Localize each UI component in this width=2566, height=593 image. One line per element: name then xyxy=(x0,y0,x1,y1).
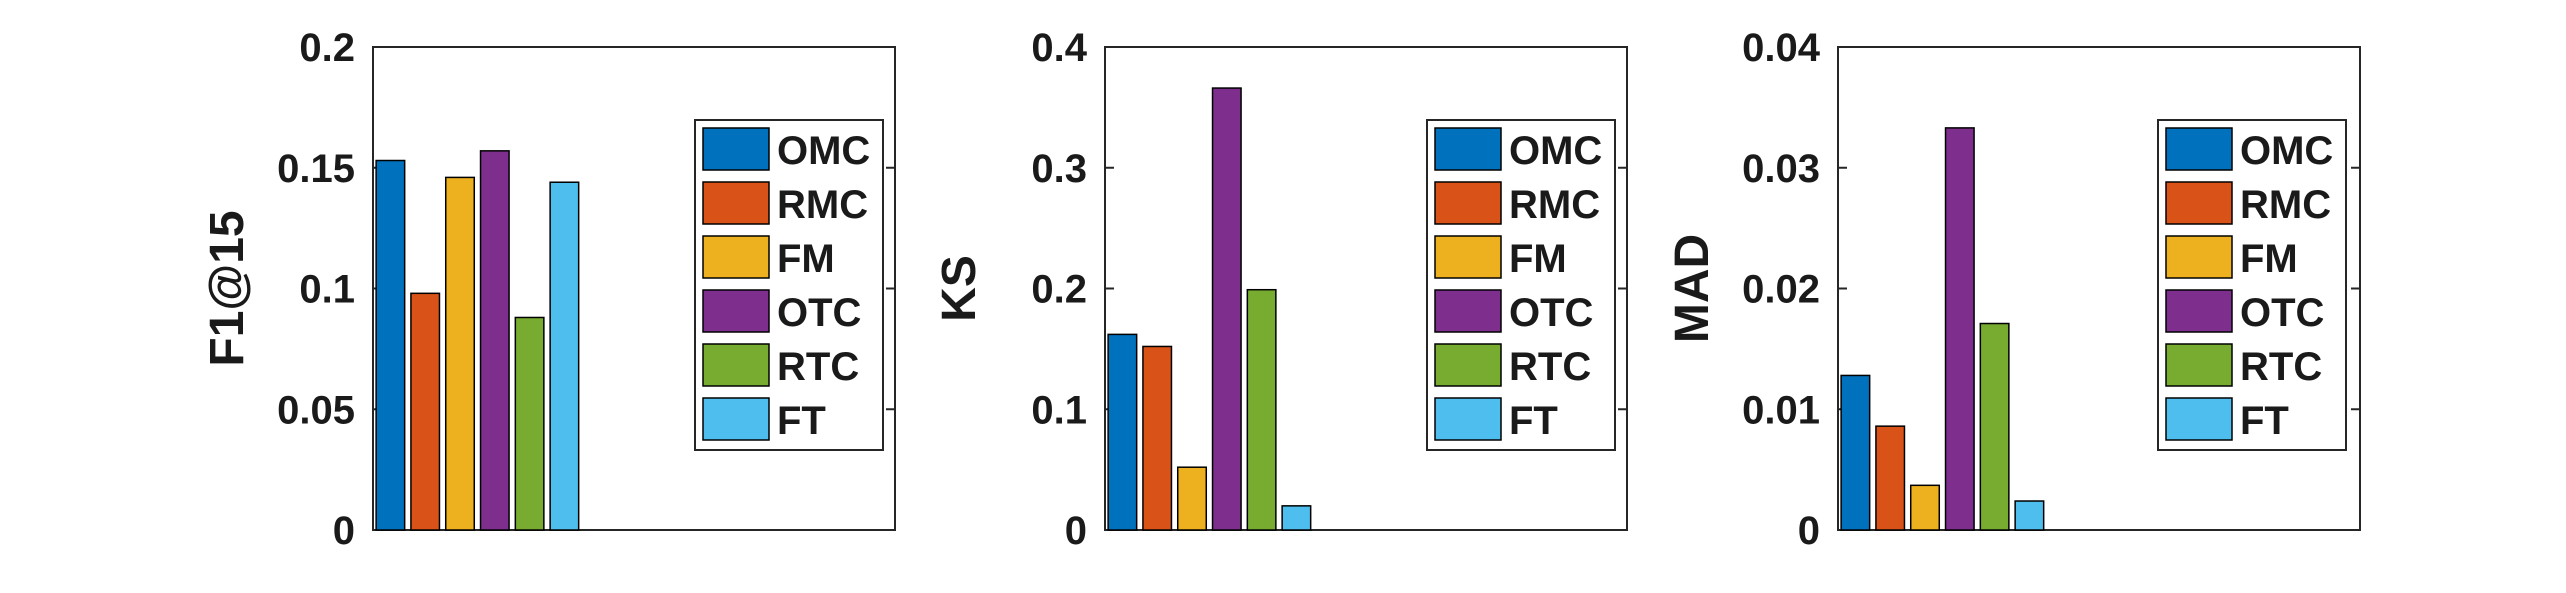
bar-omc xyxy=(1840,374,1871,531)
legend-swatch xyxy=(702,397,770,441)
bar-otc xyxy=(1944,127,1975,531)
legend: OMC RMC FM OTC RTC FT xyxy=(694,119,884,451)
legend-label: FM xyxy=(777,237,835,281)
y-tick-label: 0.3 xyxy=(1031,147,1087,191)
legend-swatch xyxy=(1434,181,1502,225)
y-tick-label: 0.05 xyxy=(277,388,355,432)
legend: OMC RMC FM OTC RTC FT xyxy=(1426,119,1616,451)
y-tick-label: 0.03 xyxy=(1742,147,1820,191)
bar-rmc xyxy=(1875,425,1906,531)
legend-label: FT xyxy=(777,399,826,443)
y-axis-label: KS xyxy=(933,255,986,322)
y-tick-label: 0.4 xyxy=(1031,26,1087,70)
legend-label: RTC xyxy=(1509,345,1591,389)
y-tick-label: 0 xyxy=(1798,509,1820,553)
y-axis-label: MAD xyxy=(1666,234,1719,343)
legend-swatch xyxy=(702,181,770,225)
legend-swatch xyxy=(702,235,770,279)
bar-otc xyxy=(1211,87,1242,531)
legend-label: RTC xyxy=(777,345,859,389)
bar-fm xyxy=(444,176,476,531)
legend-label: RTC xyxy=(2240,345,2322,389)
legend-label: FT xyxy=(2240,399,2289,443)
bar-rmc xyxy=(410,292,441,531)
bar-fm xyxy=(1909,484,1941,531)
bar-rtc xyxy=(514,316,545,531)
legend-swatch xyxy=(702,343,770,387)
legend-swatch xyxy=(2165,235,2233,279)
y-tick-label: 0.1 xyxy=(299,268,355,312)
y-tick-label: 0.04 xyxy=(1742,26,1821,70)
legend-swatch xyxy=(1434,289,1502,333)
legend-swatch xyxy=(1434,343,1502,387)
y-tick-label: 0 xyxy=(333,509,355,553)
legend-label: OMC xyxy=(2240,129,2333,173)
legend-label: FT xyxy=(1509,399,1558,443)
legend-label: OTC xyxy=(1509,291,1593,335)
legend-swatch xyxy=(2165,127,2233,171)
y-tick-label: 0.01 xyxy=(1742,388,1820,432)
legend-label: OTC xyxy=(2240,291,2324,335)
legend-label: FM xyxy=(2240,237,2298,281)
legend-label: FM xyxy=(1509,237,1567,281)
legend-box xyxy=(694,119,884,451)
legend-box xyxy=(2157,119,2347,451)
legend-label: RMC xyxy=(777,183,868,227)
legend-swatch xyxy=(1434,235,1502,279)
y-tick-label: 0.2 xyxy=(1031,268,1087,312)
bar-fm xyxy=(1176,466,1208,531)
legend-swatch xyxy=(2165,343,2233,387)
bar-ft xyxy=(549,181,580,531)
bar-omc xyxy=(375,159,406,531)
bar-ft xyxy=(1281,505,1312,531)
bar-otc xyxy=(479,150,510,531)
legend-swatch xyxy=(2165,289,2233,333)
bar-omc xyxy=(1107,333,1138,531)
legend-swatch xyxy=(1434,127,1502,171)
legend-swatch xyxy=(702,289,770,333)
bar-rmc xyxy=(1142,345,1173,531)
y-tick-label: 0.15 xyxy=(277,147,355,191)
chart-panel-3: 0 0.01 0.02 0.03 0.04 MAD OMC RMC FM OTC RTC FT xyxy=(1666,26,2361,553)
chart-panel-2: 0 0.1 0.2 0.3 0.4 KS OMC RMC FM OTC RTC FT xyxy=(933,26,1628,553)
y-axis-label: F1@15 xyxy=(201,210,254,366)
legend-label: RMC xyxy=(2240,183,2331,227)
legend-box xyxy=(1426,119,1616,451)
legend-label: OMC xyxy=(777,129,870,173)
legend: OMC RMC FM OTC RTC FT xyxy=(2157,119,2347,451)
legend-swatch xyxy=(2165,397,2233,441)
y-tick-label: 0 xyxy=(1065,509,1087,553)
bar-rtc xyxy=(1246,288,1277,531)
y-tick-label: 0.1 xyxy=(1031,388,1087,432)
chart-panel-1: 0 0.05 0.1 0.15 0.2 F1@15 OMC RMC FM OTC RTC FT xyxy=(201,26,896,553)
legend-swatch xyxy=(1434,397,1502,441)
y-tick-label: 0.02 xyxy=(1742,268,1820,312)
legend-label: RMC xyxy=(1509,183,1600,227)
legend-label: OMC xyxy=(1509,129,1602,173)
bar-rtc xyxy=(1979,322,2010,531)
bar-ft xyxy=(2014,500,2045,531)
legend-swatch xyxy=(702,127,770,171)
legend-label: OTC xyxy=(777,291,861,335)
legend-swatch xyxy=(2165,181,2233,225)
y-tick-label: 0.2 xyxy=(299,26,355,70)
